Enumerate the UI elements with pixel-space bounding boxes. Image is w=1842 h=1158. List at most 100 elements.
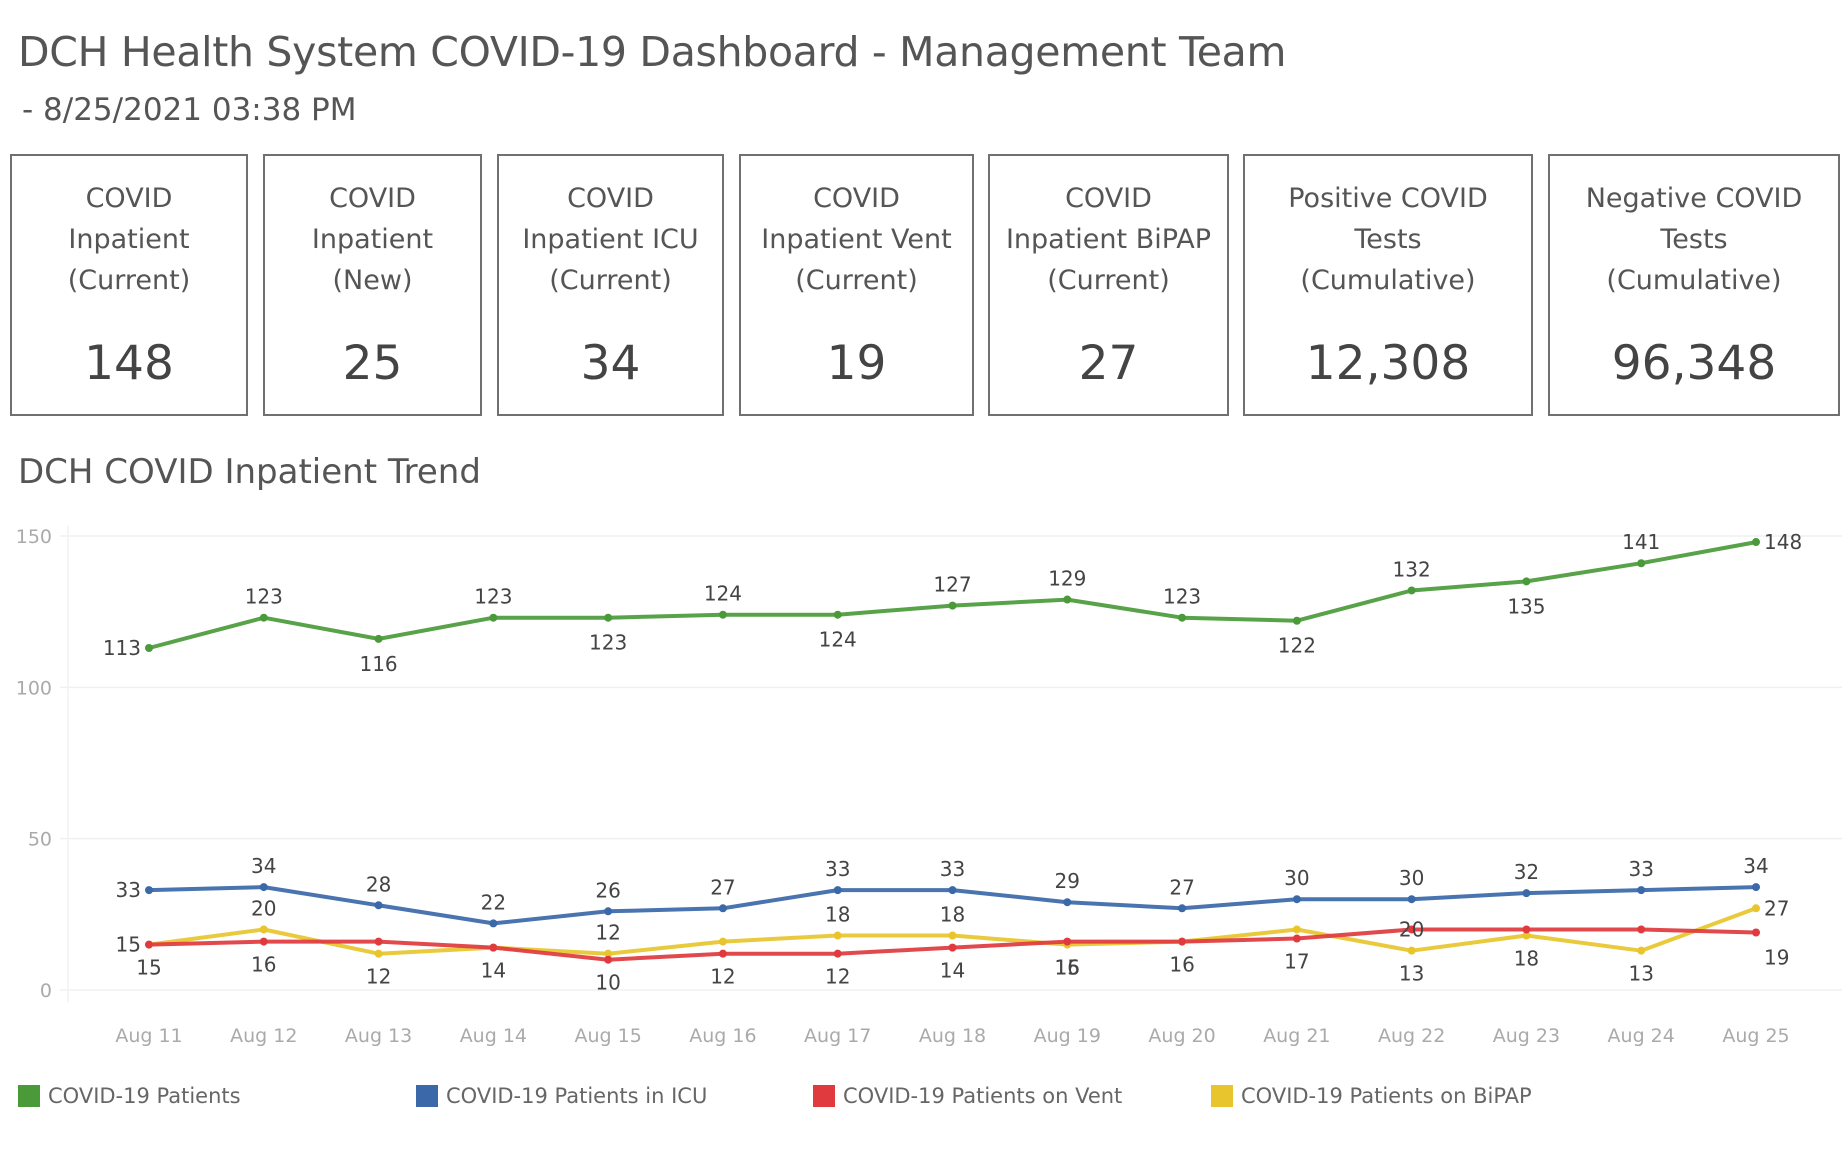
data-label: 16 <box>1169 953 1194 977</box>
data-point <box>1407 946 1416 955</box>
data-label: 30 <box>1399 866 1424 890</box>
data-label: 22 <box>481 890 506 914</box>
data-point <box>374 634 383 643</box>
data-label: 13 <box>1628 962 1653 986</box>
data-label: 27 <box>1169 875 1194 899</box>
data-label: 124 <box>819 628 857 652</box>
data-point <box>145 940 153 949</box>
kpi-label: COVID Inpatient BiPAP (Current) <box>1005 183 1212 296</box>
kpi-label: COVID Inpatient (Current) <box>67 183 191 296</box>
legend-item[interactable]: COVID-19 Patients <box>18 1084 241 1108</box>
kpi-label: COVID Inpatient ICU (Current) <box>522 183 699 296</box>
legend-label: COVID-19 Patients on BiPAP <box>1241 1084 1532 1108</box>
data-label: 20 <box>251 896 276 920</box>
data-point <box>1752 904 1760 913</box>
data-label: 34 <box>251 854 276 878</box>
data-point <box>1063 595 1072 604</box>
data-point <box>1178 613 1187 622</box>
data-point <box>374 949 383 958</box>
data-point <box>1292 934 1301 943</box>
data-label: 123 <box>245 585 283 609</box>
x-tick-label: Aug 18 <box>919 1025 986 1047</box>
data-point <box>948 931 957 940</box>
legend-swatch <box>1211 1085 1233 1107</box>
data-label: 10 <box>595 971 620 995</box>
kpi-value: 12,308 <box>1305 336 1471 391</box>
kpi-value: 96,348 <box>1611 336 1777 391</box>
data-point <box>259 883 268 892</box>
x-tick-label: Aug 21 <box>1263 1025 1330 1047</box>
data-point <box>604 949 613 958</box>
data-label: 15 <box>116 933 141 957</box>
legend-swatch <box>416 1085 438 1107</box>
data-labels: 113 123 116 123 123 124 124 127 129 123 122 132 135 1… <box>103 530 1802 995</box>
data-point <box>948 601 957 610</box>
data-label: 132 <box>1393 557 1431 581</box>
data-point <box>1292 616 1301 625</box>
x-tick-label: Aug 13 <box>345 1025 412 1047</box>
data-point <box>948 943 957 952</box>
gridlines <box>60 535 1842 991</box>
data-label: 33 <box>1628 857 1653 881</box>
data-label: 122 <box>1278 634 1316 658</box>
x-axis: Aug 11 Aug 12 Aug 13 Aug 14 Aug 15 Aug 16 Aug … <box>115 1025 1789 1047</box>
kpi-card-inpatient-new: COVID Inpatient (New) 25 <box>263 154 482 416</box>
data-label: 127 <box>933 573 971 597</box>
chart-legend: COVID-19 Patients COVID-19 Patients in IC… <box>0 1084 1842 1114</box>
data-label: 30 <box>1284 866 1309 890</box>
data-label: 34 <box>1743 854 1768 878</box>
data-label: 20 <box>1399 917 1424 941</box>
kpi-label: COVID Inpatient Vent (Current) <box>761 183 952 296</box>
data-point <box>718 610 727 619</box>
data-point <box>1752 538 1760 547</box>
data-point <box>833 610 842 619</box>
data-point <box>1637 925 1646 934</box>
x-tick-label: Aug 24 <box>1608 1025 1675 1047</box>
legend-item[interactable]: COVID-19 Patients on BiPAP <box>1211 1084 1532 1108</box>
data-label: 18 <box>825 903 850 927</box>
kpi-value: 19 <box>826 336 887 391</box>
x-tick-label: Aug 19 <box>1034 1025 1101 1047</box>
data-point <box>1292 925 1301 934</box>
kpi-value: 34 <box>580 336 641 391</box>
data-label: 15 <box>1055 956 1080 980</box>
data-point <box>145 886 153 895</box>
x-tick-label: Aug 17 <box>804 1025 871 1047</box>
data-point <box>1178 937 1187 946</box>
data-point <box>1637 559 1646 568</box>
x-tick-label: Aug 20 <box>1148 1025 1215 1047</box>
data-point <box>718 949 727 958</box>
data-point <box>718 904 727 913</box>
data-label: 12 <box>595 921 620 945</box>
data-label: 33 <box>825 857 850 881</box>
kpi-label: Negative COVID Tests (Cumulative) <box>1585 183 1803 296</box>
data-label: 12 <box>710 965 735 989</box>
data-point <box>489 919 498 928</box>
data-point <box>1407 925 1416 934</box>
data-point <box>1637 886 1646 895</box>
kpi-card-vent-current: COVID Inpatient Vent (Current) 19 <box>739 154 974 416</box>
y-tick-label: 50 <box>28 829 52 851</box>
y-tick-label: 0 <box>40 980 52 1002</box>
data-label: 29 <box>1055 869 1080 893</box>
data-label: 135 <box>1507 594 1545 618</box>
kpi-value: 25 <box>342 336 403 391</box>
legend-label: COVID-19 Patients <box>48 1084 241 1108</box>
kpi-value: 27 <box>1078 336 1139 391</box>
data-label: 116 <box>359 652 397 676</box>
legend-item[interactable]: COVID-19 Patients in ICU <box>416 1084 707 1108</box>
legend-item[interactable]: COVID-19 Patients on Vent <box>813 1084 1122 1108</box>
data-label: 33 <box>940 857 965 881</box>
data-label: 32 <box>1514 860 1539 884</box>
data-point <box>948 886 957 895</box>
data-point <box>604 955 613 964</box>
kpi-label: COVID Inpatient (New) <box>311 183 434 296</box>
x-tick-label: Aug 11 <box>115 1025 182 1047</box>
data-point <box>718 937 727 946</box>
data-label: 28 <box>366 872 391 896</box>
data-label: 18 <box>1514 947 1539 971</box>
data-point <box>1407 586 1416 595</box>
data-point <box>1522 925 1531 934</box>
data-point <box>833 949 842 958</box>
data-point <box>374 937 383 946</box>
